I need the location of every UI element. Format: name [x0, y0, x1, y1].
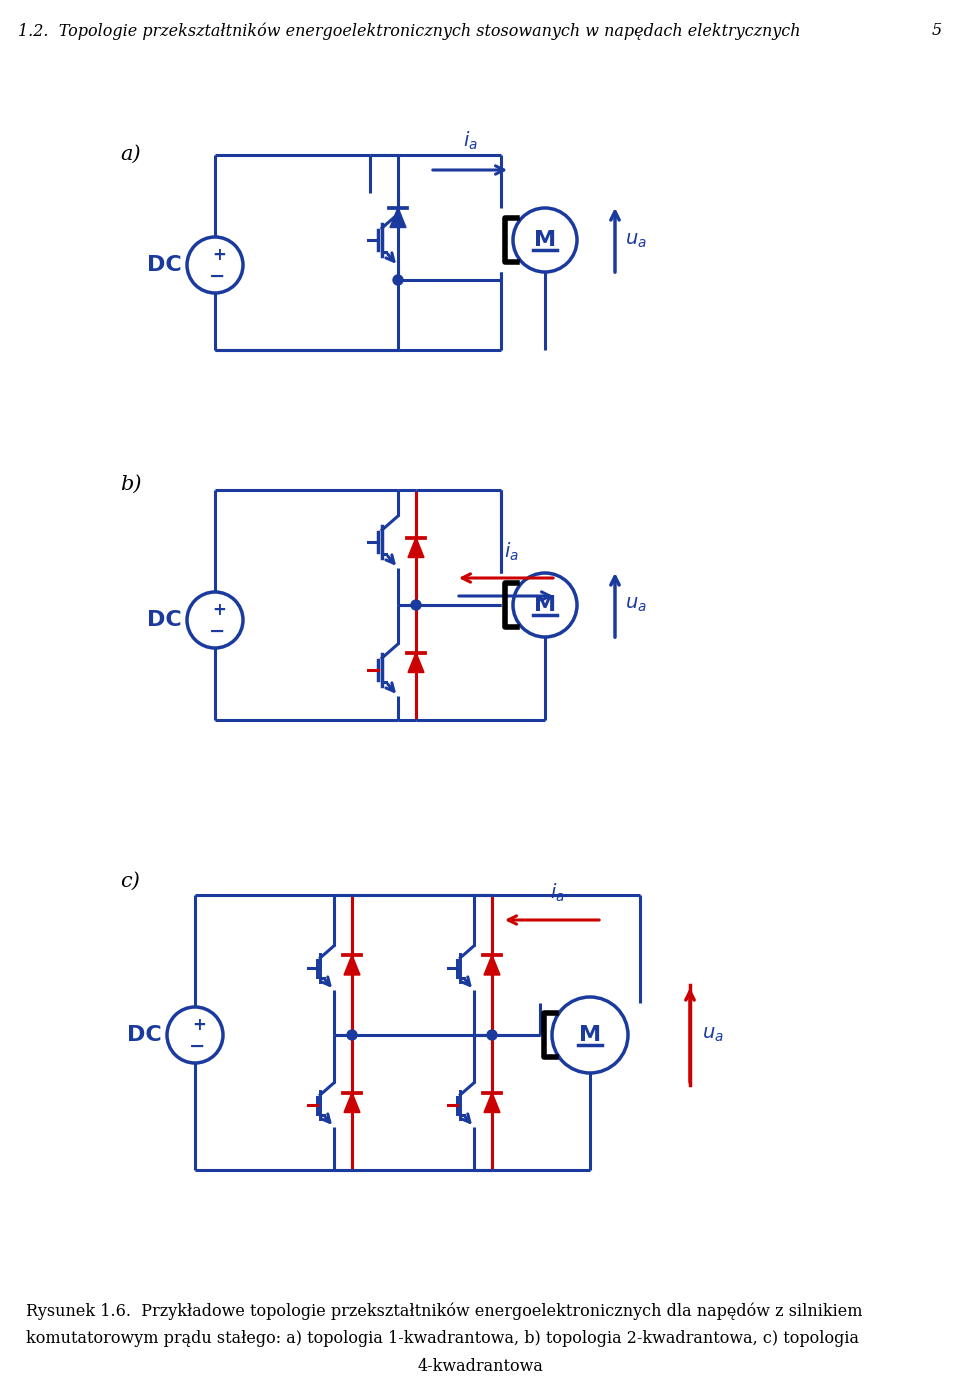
- Text: b): b): [120, 475, 141, 494]
- Text: komutatorowym prądu stałego: a) topologia 1-kwadrantowa, b) topologia 2-kwadrant: komutatorowym prądu stałego: a) topologi…: [26, 1330, 859, 1348]
- Text: +: +: [192, 1017, 206, 1035]
- Circle shape: [487, 1030, 497, 1040]
- Text: DC: DC: [147, 255, 182, 276]
- Text: $u_a$: $u_a$: [702, 1025, 724, 1044]
- Polygon shape: [484, 956, 500, 975]
- Polygon shape: [390, 208, 406, 227]
- Text: DC: DC: [128, 1025, 162, 1046]
- Text: M: M: [534, 230, 556, 251]
- Text: +: +: [212, 247, 226, 265]
- Circle shape: [347, 1030, 357, 1040]
- Text: −: −: [209, 622, 226, 640]
- Text: $i_a$: $i_a$: [504, 540, 518, 562]
- Polygon shape: [344, 1093, 360, 1112]
- Circle shape: [411, 600, 421, 609]
- Text: 4-kwadrantowa: 4-kwadrantowa: [417, 1359, 543, 1375]
- Polygon shape: [484, 1093, 500, 1112]
- Text: c): c): [120, 873, 140, 891]
- Text: $u_a$: $u_a$: [625, 230, 647, 249]
- Circle shape: [393, 276, 403, 285]
- Text: −: −: [189, 1036, 205, 1055]
- Text: a): a): [120, 145, 140, 163]
- Text: M: M: [579, 1025, 601, 1046]
- Text: 5: 5: [932, 22, 942, 39]
- Polygon shape: [408, 537, 424, 558]
- Text: DC: DC: [147, 609, 182, 630]
- Polygon shape: [344, 956, 360, 975]
- Text: +: +: [212, 601, 226, 619]
- Text: M: M: [534, 596, 556, 615]
- Text: −: −: [209, 266, 226, 285]
- Text: $i_a$: $i_a$: [463, 130, 477, 152]
- Text: 1.2.  Topologie przekształtników energoelektronicznych stosowanych w napędach el: 1.2. Topologie przekształtników energoel…: [18, 22, 801, 40]
- Text: $i_a$: $i_a$: [549, 882, 564, 904]
- Polygon shape: [408, 652, 424, 673]
- Text: Rysunek 1.6.  Przykładowe topologie przekształtników energoelektronicznych dla n: Rysunek 1.6. Przykładowe topologie przek…: [26, 1302, 862, 1320]
- Text: $u_a$: $u_a$: [625, 596, 647, 615]
